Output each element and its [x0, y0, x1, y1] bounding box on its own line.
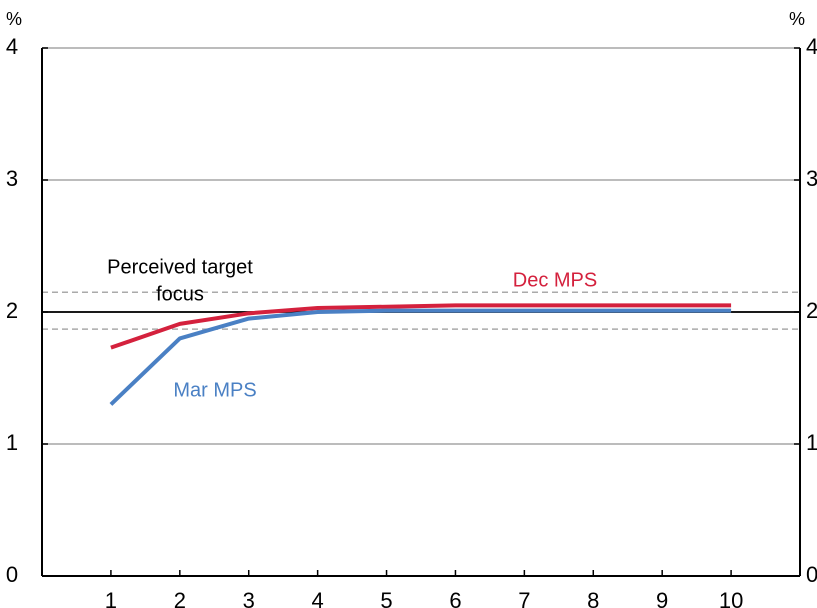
annotation: focus	[156, 283, 204, 305]
y-tick-label: 3	[6, 166, 18, 191]
y2-tick-label: 0	[806, 562, 817, 587]
series-line	[110, 303, 732, 350]
annotation: Perceived target	[107, 256, 253, 278]
x-tick-label: 4	[312, 588, 324, 608]
x-tick-label: 3	[243, 588, 255, 608]
y2-tick-label: 2	[806, 298, 817, 323]
y-tick-label: 0	[6, 562, 18, 587]
y2-tick-label: 1	[806, 430, 817, 455]
y-unit: %	[6, 9, 22, 29]
series-label: Dec MPS	[513, 269, 597, 291]
x-tick-label: 8	[587, 588, 599, 608]
y2-tick-label: 4	[806, 34, 817, 59]
x-tick-label: 2	[174, 588, 186, 608]
x-tick-label: 6	[449, 588, 461, 608]
y-tick-label: 2	[6, 298, 18, 323]
series-label: Mar MPS	[173, 379, 256, 401]
series-line	[109, 308, 732, 406]
x-tick-label: 10	[719, 588, 743, 608]
y2-unit: %	[789, 9, 805, 29]
x-tick-label: 9	[656, 588, 668, 608]
y-tick-label: 4	[6, 34, 18, 59]
x-tick-label: 1	[105, 588, 117, 608]
y2-tick-label: 3	[806, 166, 817, 191]
y-tick-label: 1	[6, 430, 18, 455]
x-tick-label: 7	[518, 588, 530, 608]
x-tick-label: 5	[380, 588, 392, 608]
